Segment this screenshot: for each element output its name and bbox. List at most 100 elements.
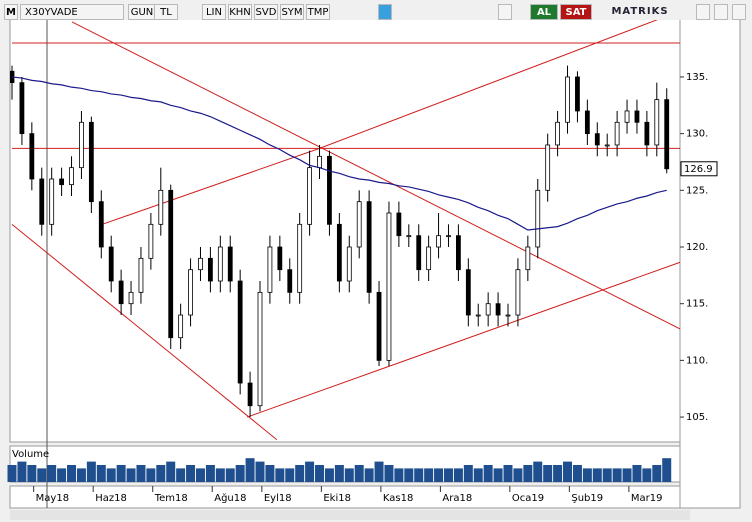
y-tick-label: 130. xyxy=(686,129,708,140)
trendline xyxy=(102,147,320,225)
close[interactable] xyxy=(732,4,746,20)
volume-bar xyxy=(116,465,126,482)
volume-bar xyxy=(324,468,334,482)
x-tick-label: Eyl18 xyxy=(264,493,292,504)
y-tick-label: 120. xyxy=(686,242,708,253)
volume-bar xyxy=(76,468,86,482)
volume-bar xyxy=(265,465,275,482)
toolbar-button[interactable]: LIN xyxy=(202,4,226,20)
candle-body xyxy=(19,82,25,135)
candle-body xyxy=(108,246,114,282)
symbol-box[interactable]: X30YVADE xyxy=(20,4,124,20)
candle-body xyxy=(594,133,600,146)
volume-bar xyxy=(463,465,473,482)
candle-body xyxy=(416,235,422,271)
volume-bar xyxy=(612,468,622,482)
toolbar-button[interactable]: GUN xyxy=(128,4,156,20)
candle-body xyxy=(29,133,35,180)
twitter-button[interactable] xyxy=(378,4,392,20)
volume-bar xyxy=(225,468,235,482)
volume-bar xyxy=(17,461,27,482)
y-tick-label: 115. xyxy=(686,299,708,310)
candle-body xyxy=(634,110,640,123)
candle-body xyxy=(158,189,164,225)
volume-bar xyxy=(453,468,463,482)
x-tick-label: Tem18 xyxy=(154,493,188,504)
volume-bar xyxy=(523,465,533,482)
candle-body xyxy=(148,223,154,259)
candle-body xyxy=(475,314,481,317)
toolbar-button[interactable]: SYM xyxy=(280,4,304,20)
volume-bar xyxy=(404,468,414,482)
toolbar-button[interactable]: SVD xyxy=(254,4,278,20)
y-tick-label: 105. xyxy=(686,412,708,423)
trendline xyxy=(246,261,680,418)
candle-body xyxy=(336,223,342,282)
sell-button[interactable]: SAT xyxy=(560,4,592,20)
volume-bar xyxy=(166,461,176,482)
candle-body xyxy=(495,303,501,316)
toolbar-button[interactable]: KHN xyxy=(228,4,252,20)
plot-area xyxy=(10,20,680,441)
refresh-button[interactable] xyxy=(498,4,512,20)
volume-bar xyxy=(67,465,77,482)
volume-bar xyxy=(47,465,57,482)
buy-button[interactable]: AL xyxy=(530,4,558,20)
candle-body xyxy=(59,178,64,186)
candle-body xyxy=(565,76,570,123)
moving-average xyxy=(11,76,667,231)
x-tick-label: Kas18 xyxy=(383,493,413,504)
volume-bar xyxy=(195,468,205,482)
x-tick-label: Eki18 xyxy=(323,493,351,504)
candle-body xyxy=(297,223,303,293)
volume-bar xyxy=(57,468,67,482)
candle-body xyxy=(426,246,432,271)
candle-body xyxy=(118,280,124,305)
maximize[interactable] xyxy=(714,4,728,20)
volume-bar xyxy=(7,465,17,482)
volume-bar xyxy=(443,468,453,482)
volume-bar xyxy=(533,461,543,482)
candle-body xyxy=(79,121,84,169)
volume-bar xyxy=(513,468,523,482)
volume-bar xyxy=(632,465,642,482)
volume-bar xyxy=(563,461,573,482)
candle-body xyxy=(317,155,322,169)
volume-bar xyxy=(305,461,315,482)
candle-body xyxy=(376,291,382,361)
volume-bar xyxy=(215,468,225,482)
candle-body xyxy=(535,189,541,248)
toolbar-button[interactable]: TL xyxy=(154,4,178,20)
volume-label: Volume xyxy=(12,449,49,460)
candle-body xyxy=(69,167,74,186)
volume-bar xyxy=(96,465,106,482)
volume-bar xyxy=(572,465,582,482)
volume-bar xyxy=(473,468,483,482)
y-tick-label: 125. xyxy=(686,185,708,196)
last-price-label: 126.9 xyxy=(684,164,713,175)
candle-body xyxy=(168,189,174,339)
candle-body xyxy=(356,201,362,248)
candle-body xyxy=(555,121,560,146)
trendline xyxy=(71,21,680,330)
volume-bar xyxy=(235,465,245,482)
volume-bar xyxy=(414,468,424,482)
volume-bar xyxy=(364,468,374,482)
candle-body xyxy=(386,212,392,361)
candle-body xyxy=(604,144,610,147)
volume-bar xyxy=(602,468,612,482)
volume-bar xyxy=(424,468,434,482)
candle-body xyxy=(455,235,461,271)
candle-body xyxy=(525,246,531,271)
volume-bar xyxy=(553,465,563,482)
chart: Volume 105. 110. 115. 120. 125. 130. 135. May18… xyxy=(7,20,741,520)
volume-bar xyxy=(136,465,146,482)
scrollbar[interactable] xyxy=(10,510,690,520)
last-price-box xyxy=(680,161,718,177)
volume-bar xyxy=(374,461,384,482)
minimize[interactable] xyxy=(696,4,710,20)
volume-bar xyxy=(642,468,652,482)
brand: MATRIKS xyxy=(611,6,669,17)
toolbar-button[interactable]: TMP xyxy=(306,4,330,20)
